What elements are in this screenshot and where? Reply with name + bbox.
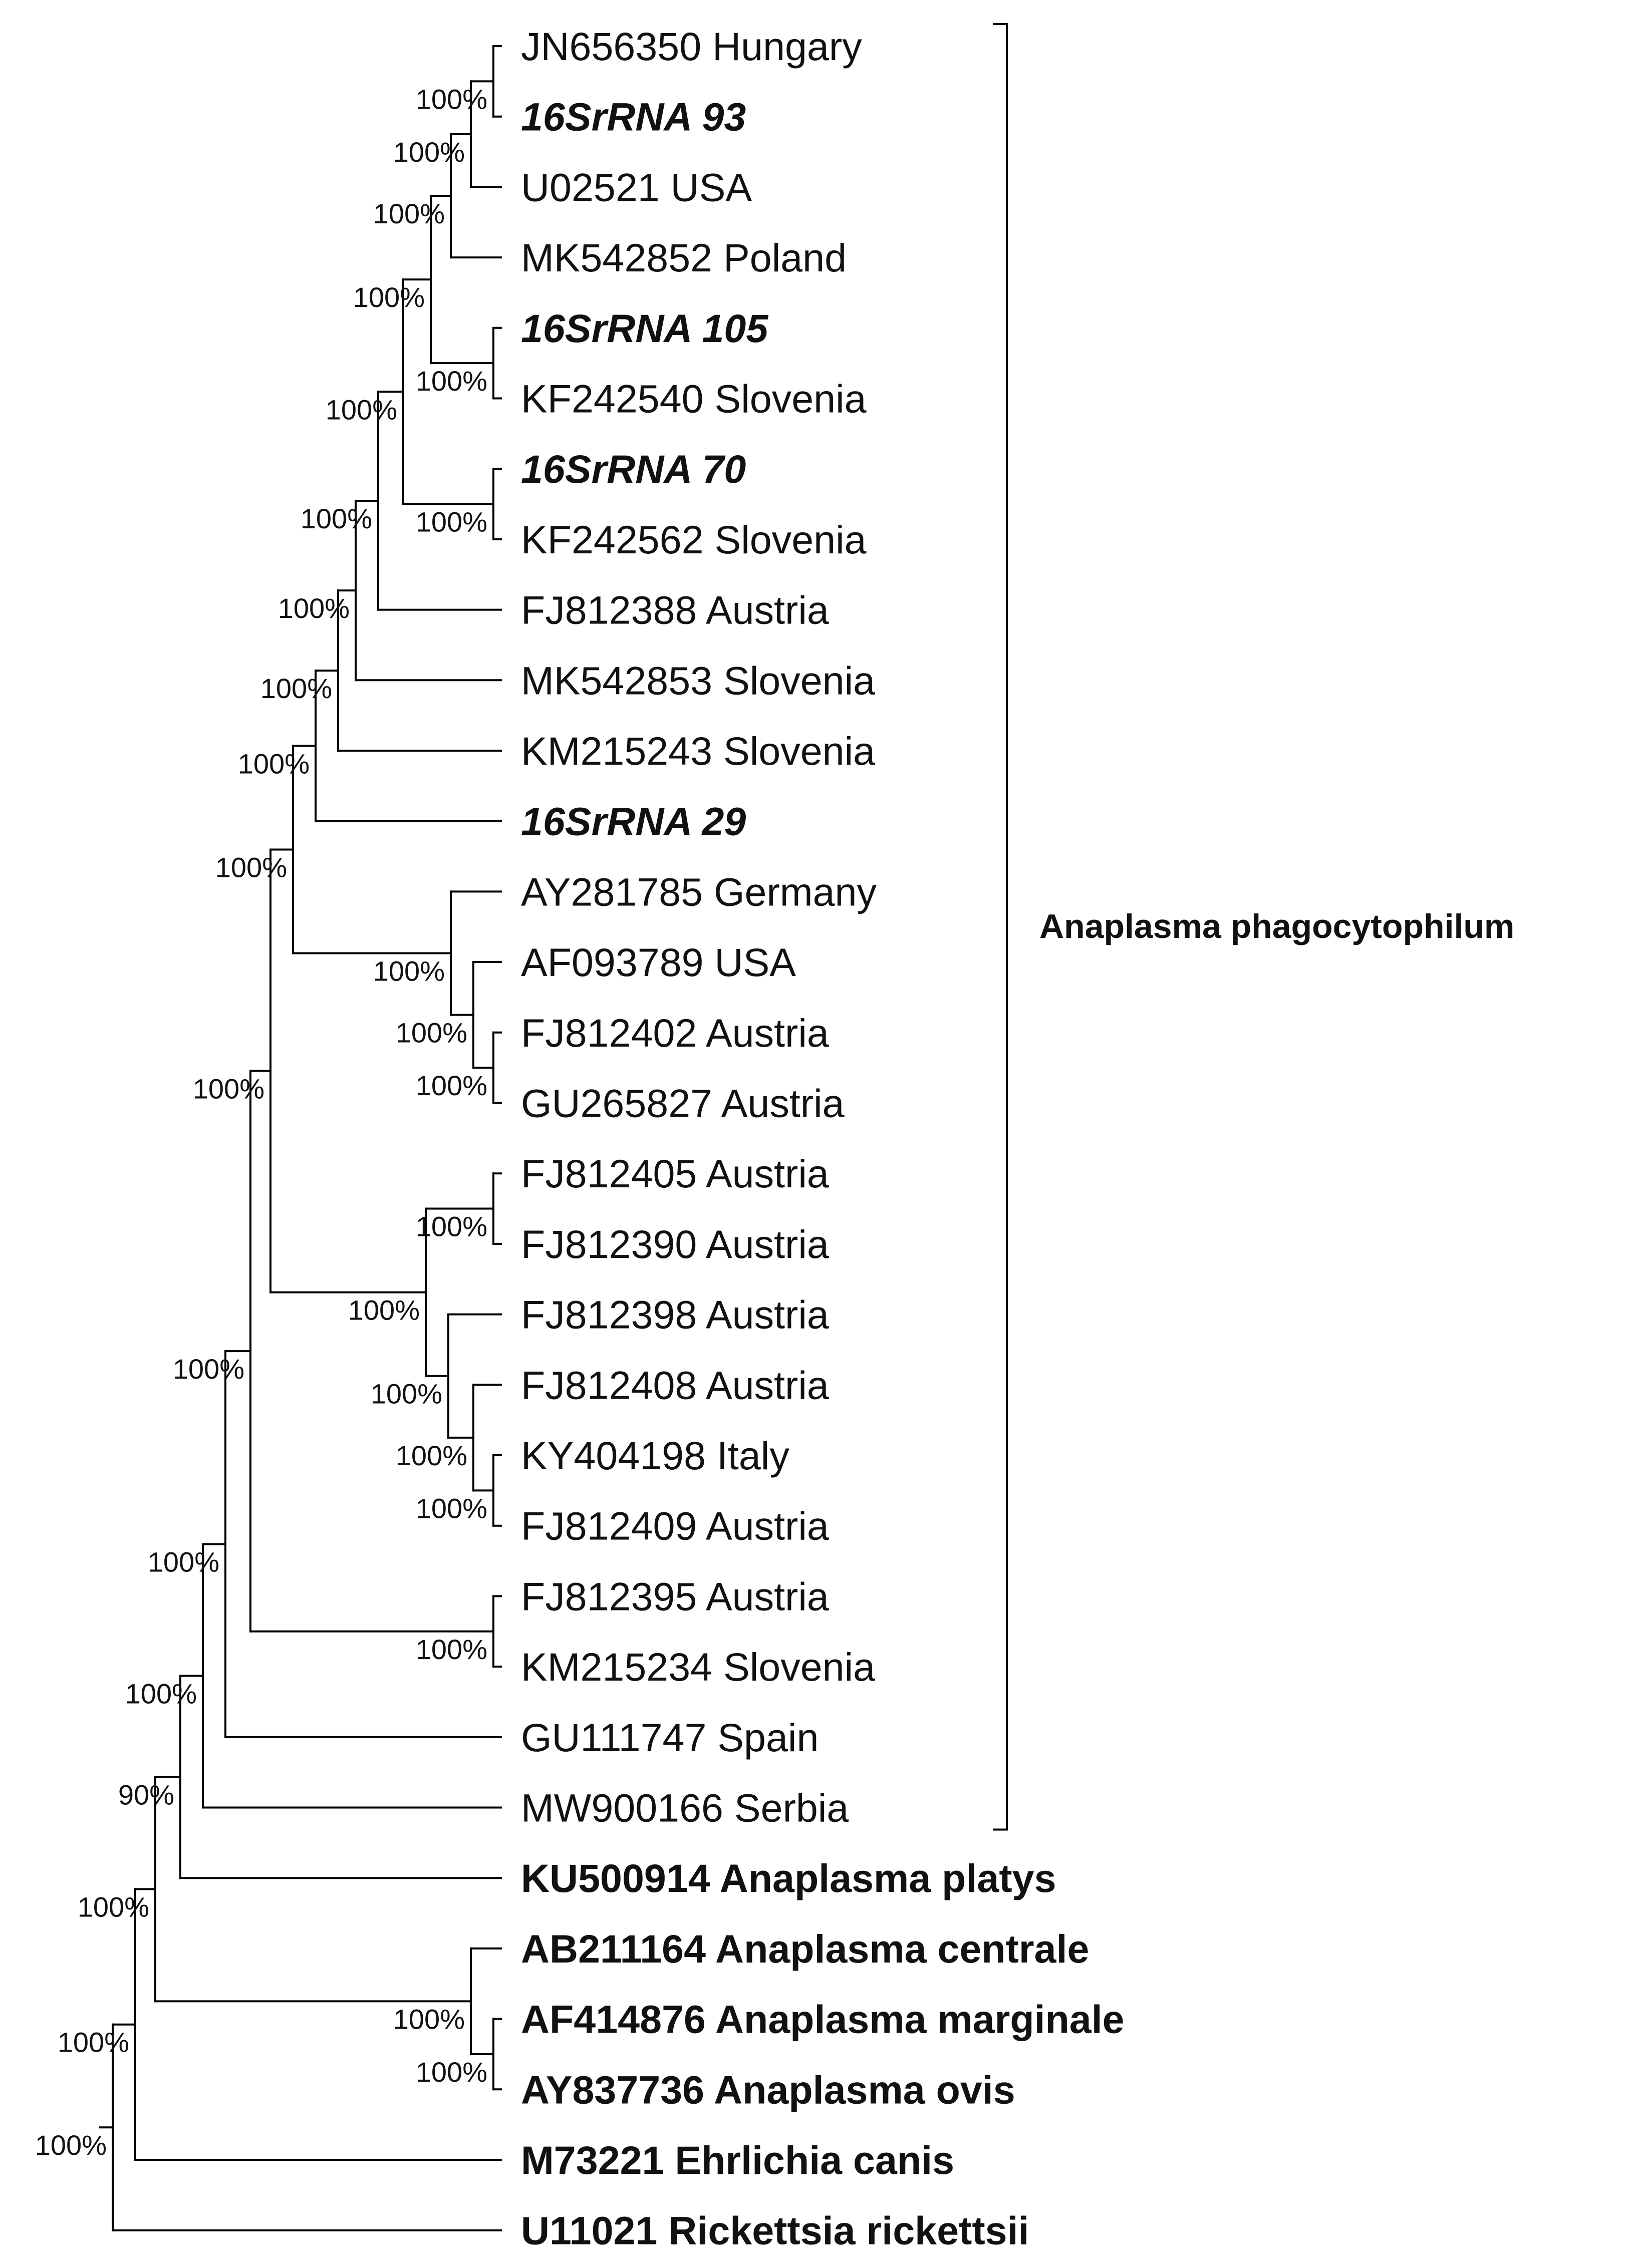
support-value-n14: 100% xyxy=(373,955,445,987)
support-value-n6: 100% xyxy=(416,506,487,538)
support-value-n24: 100% xyxy=(148,1546,219,1577)
taxon-label: U02521 USA xyxy=(521,165,752,209)
support-value-n22: 100% xyxy=(416,1634,487,1665)
taxon-label: KY404198 Italy xyxy=(521,1433,789,1478)
support-value-n8: 100% xyxy=(301,503,372,534)
taxon-label: JN656350 Hungary xyxy=(521,24,862,69)
support-value-n16: 100% xyxy=(416,1211,487,1242)
support-value-n3: 100% xyxy=(373,198,445,229)
support-value-n4: 100% xyxy=(416,365,487,397)
taxon-label: AY837736 Anaplasma ovis xyxy=(521,2067,1015,2112)
support-value-n30: 100% xyxy=(58,2027,129,2058)
clade-bracket-line xyxy=(993,23,1008,1831)
taxon-label: 16SrRNA 105 xyxy=(521,306,768,351)
taxon-label: KM215243 Slovenia xyxy=(521,729,875,773)
support-value-n10: 100% xyxy=(260,673,332,704)
taxon-label: 16SrRNA 70 xyxy=(521,447,746,491)
support-value-n25: 100% xyxy=(125,1678,197,1709)
support-value-n20: 100% xyxy=(348,1294,420,1326)
taxon-label: AF093789 USA xyxy=(521,940,796,985)
support-value-n11: 100% xyxy=(238,748,310,779)
support-value-n1: 100% xyxy=(416,83,487,115)
taxon-label: FJ812398 Austria xyxy=(521,1292,829,1337)
support-value-n27: 100% xyxy=(416,2056,487,2088)
taxon-label: MK542853 Slovenia xyxy=(521,658,875,703)
support-value-n26: 90% xyxy=(118,1779,174,1810)
support-value-n23: 100% xyxy=(173,1353,244,1385)
taxon-label: MK542852 Poland xyxy=(521,235,847,280)
support-values: 100% 100% 100% 100% 100% 100% 100% 100% 100% 100%… xyxy=(35,83,487,2161)
support-value-n21: 100% xyxy=(193,1073,264,1105)
support-value-n9: 100% xyxy=(278,592,350,624)
taxon-label: 16SrRNA 29 xyxy=(521,799,746,844)
support-value-n18: 100% xyxy=(396,1440,467,1471)
taxon-label: KU500914 Anaplasma platys xyxy=(521,1856,1056,1900)
tree-branches xyxy=(99,45,502,2231)
taxon-label: KF242540 Slovenia xyxy=(521,377,867,421)
taxon-label: AY281785 Germany xyxy=(521,869,877,914)
taxon-label: FJ812405 Austria xyxy=(521,1151,829,1196)
taxon-label: AB211164 Anaplasma centrale xyxy=(521,1926,1089,1971)
clade-bracket: Anaplasma phagocytophilum xyxy=(993,23,1514,1831)
taxon-label: KF242562 Slovenia xyxy=(521,517,867,562)
taxon-label: KM215234 Slovenia xyxy=(521,1645,875,1689)
taxon-label: 16SrRNA 93 xyxy=(521,95,746,139)
support-value-n2: 100% xyxy=(393,136,465,168)
support-value-n12: 100% xyxy=(416,1070,487,1101)
taxon-labels: JN656350 Hungary 16SrRNA 93 U02521 USA MK54… xyxy=(521,24,1125,2253)
support-value-n31: 100% xyxy=(35,2129,107,2161)
support-value-n13: 100% xyxy=(396,1017,467,1049)
taxon-label: M73221 Ehrlichia canis xyxy=(521,2138,954,2182)
taxon-label: FJ812388 Austria xyxy=(521,588,829,632)
taxon-label: MW900166 Serbia xyxy=(521,1786,849,1830)
taxon-label: U11021 Rickettsia rickettsii xyxy=(521,2208,1029,2253)
taxon-label: AF414876 Anaplasma marginale xyxy=(521,1997,1125,2042)
support-value-n19: 100% xyxy=(371,1378,442,1410)
support-value-n28: 100% xyxy=(393,2003,465,2035)
support-value-n17: 100% xyxy=(416,1492,487,1524)
taxon-label: FJ812408 Austria xyxy=(521,1363,829,1407)
support-value-n29: 100% xyxy=(78,1891,149,1922)
clade-label-anaplasma-phagocytophilum: Anaplasma phagocytophilum xyxy=(1039,907,1514,945)
taxon-label: FJ812409 Austria xyxy=(521,1504,829,1548)
taxon-label: GU265827 Austria xyxy=(521,1081,845,1126)
taxon-label: GU111747 Spain xyxy=(521,1715,818,1760)
taxon-label: FJ812395 Austria xyxy=(521,1574,829,1618)
support-value-n7: 100% xyxy=(326,394,397,425)
support-value-n5: 100% xyxy=(353,281,425,313)
support-value-n15: 100% xyxy=(215,851,287,883)
taxon-label: FJ812402 Austria xyxy=(521,1011,829,1055)
taxon-label: FJ812390 Austria xyxy=(521,1222,829,1266)
